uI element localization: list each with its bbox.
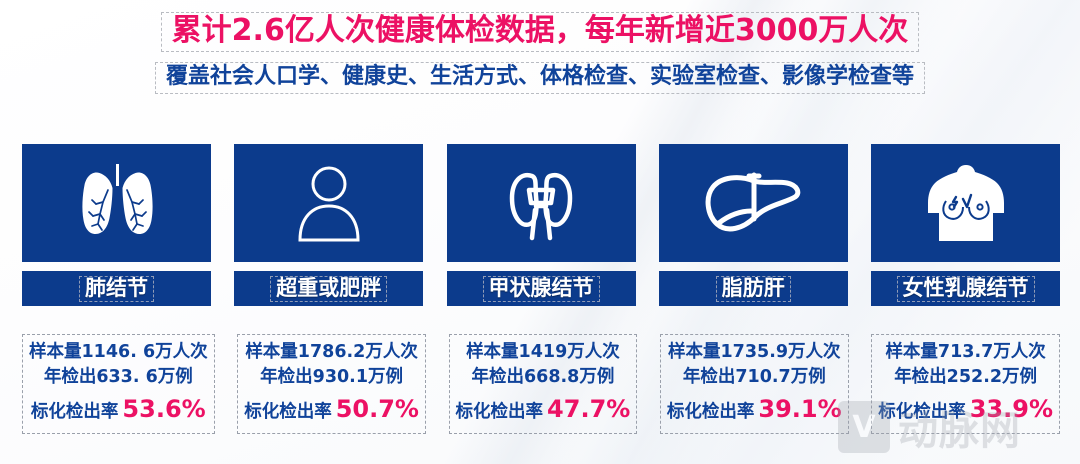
sample-size-line: 样本量1419万人次 — [466, 342, 620, 362]
card-label: 肺结节 — [85, 275, 148, 300]
icon-box — [234, 144, 424, 262]
sample-size-line: 样本量1735.9万人次 — [668, 342, 841, 362]
standardized-rate-line: 标化检出率 50.7% — [244, 392, 419, 427]
female-breast-icon — [922, 161, 1010, 245]
person-overweight-icon — [292, 162, 366, 244]
lungs-icon — [78, 162, 156, 244]
card-label: 超重或肥胖 — [276, 275, 382, 300]
icon-box — [658, 144, 848, 262]
label-bar: 肺结节 — [22, 271, 211, 306]
rate-value: 39.1% — [758, 394, 842, 423]
stat-box-fatty-liver: 样本量1735.9万人次 年检出710.7万例 标化检出率 39.1% — [659, 334, 849, 434]
rate-label: 标化检出率 — [244, 401, 332, 422]
card-fatty-liver[interactable]: 脂肪肝 — [658, 144, 848, 306]
label-inner: 肺结节 — [79, 275, 154, 302]
card-label: 女性乳腺结节 — [902, 275, 1029, 300]
stat-box-thyroid-nodule: 样本量1419万人次 年检出668.8万例 标化检出率 47.7% — [448, 334, 638, 434]
stat-box-female-breast-nodule: 样本量713.7万人次 年检出252.2万例 标化检出率 33.9% — [871, 334, 1060, 434]
card-label: 脂肪肝 — [721, 275, 785, 300]
sample-size-line: 样本量1786.2万人次 — [245, 342, 418, 362]
standardized-rate-line: 标化检出率 47.7% — [456, 392, 631, 427]
annual-detection-line: 年检出633. 6万例 — [43, 367, 193, 388]
label-bar: 超重或肥胖 — [234, 271, 424, 306]
standardized-rate-line: 标化检出率 39.1% — [667, 392, 842, 427]
card-row: 肺结节 超重或肥胖 — [22, 144, 1060, 306]
subtitle-box: 覆盖社会人口学、健康史、生活方式、体格检查、实验室检查、影像学检查等 — [154, 62, 925, 94]
rate-label: 标化检出率 — [878, 401, 966, 422]
card-overweight-obesity[interactable]: 超重或肥胖 — [234, 144, 424, 306]
annual-detection-line: 年检出252.2万例 — [894, 367, 1038, 388]
icon-box — [22, 144, 211, 262]
sample-size-line: 样本量713.7万人次 — [885, 342, 1046, 362]
rate-label: 标化检出率 — [30, 401, 119, 422]
card-thyroid-nodule[interactable]: 甲状腺结节 — [446, 144, 636, 306]
card-lung-nodule[interactable]: 肺结节 — [22, 144, 211, 306]
rate-value: 47.7% — [547, 394, 631, 423]
rate-label: 标化检出率 — [455, 401, 544, 422]
label-inner: 甲状腺结节 — [482, 275, 600, 302]
subtitle-row: 覆盖社会人口学、健康史、生活方式、体格检查、实验室检查、影像学检查等 — [0, 62, 1080, 94]
sample-size-line: 样本量1146. 6万人次 — [29, 342, 208, 362]
annual-detection-line: 年检出930.1万例 — [260, 367, 404, 388]
stats-row: 样本量1146. 6万人次 年检出633. 6万例 标化检出率 53.6% 样本量… — [22, 334, 1060, 434]
stat-box-overweight-obesity: 样本量1786.2万人次 年检出930.1万例 标化检出率 50.7% — [237, 334, 426, 434]
standardized-rate-line: 标化检出率 33.9% — [878, 392, 1053, 427]
liver-icon — [701, 167, 805, 239]
page-title: 累计2.6亿人次健康体检数据，每年新增近3000万人次 — [171, 13, 909, 48]
title-box: 累计2.6亿人次健康体检数据，每年新增近3000万人次 — [160, 12, 920, 52]
icon-box — [871, 144, 1060, 262]
annual-detection-line: 年检出668.8万例 — [471, 367, 615, 388]
rate-label: 标化检出率 — [666, 401, 755, 422]
rate-value: 33.9% — [969, 394, 1053, 423]
icon-box — [446, 144, 636, 262]
label-inner: 女性乳腺结节 — [896, 275, 1035, 302]
standardized-rate-line: 标化检出率 53.6% — [29, 392, 208, 427]
label-bar: 女性乳腺结节 — [871, 271, 1060, 306]
rate-value: 53.6% — [122, 394, 206, 423]
rate-value: 50.7% — [335, 394, 419, 423]
page-subtitle: 覆盖社会人口学、健康史、生活方式、体格检查、实验室检查、影像学检查等 — [165, 64, 914, 89]
label-inner: 超重或肥胖 — [270, 275, 388, 302]
label-inner: 脂肪肝 — [715, 275, 791, 302]
card-label: 甲状腺结节 — [488, 275, 594, 300]
thyroid-icon — [501, 162, 581, 244]
annual-detection-line: 年检出710.7万例 — [682, 367, 826, 388]
label-bar: 脂肪肝 — [658, 271, 848, 306]
stat-box-lung-nodule: 样本量1146. 6万人次 年检出633. 6万例 标化检出率 53.6% — [22, 334, 215, 434]
header: 累计2.6亿人次健康体检数据，每年新增近3000万人次 — [0, 12, 1080, 52]
card-female-breast-nodule[interactable]: 女性乳腺结节 — [871, 144, 1060, 306]
label-bar: 甲状腺结节 — [446, 271, 636, 306]
